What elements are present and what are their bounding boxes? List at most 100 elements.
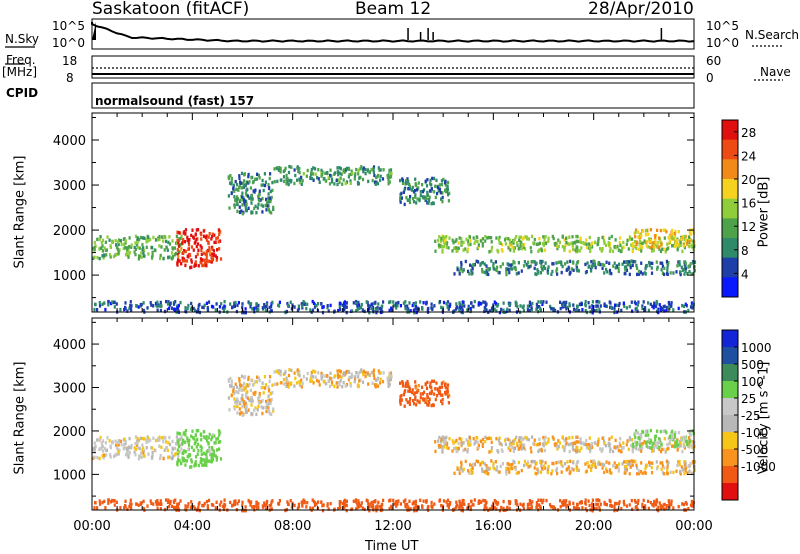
power-echo-cell	[585, 242, 588, 246]
velocity-echo-cell	[182, 451, 185, 455]
power-echo-cell	[571, 243, 574, 247]
velocity-echo-cell	[403, 390, 406, 394]
power-echo-cell	[442, 300, 446, 305]
velocity-echo-cell	[230, 393, 233, 398]
velocity-echo-cell	[681, 449, 684, 454]
time-tick-label-5: 20:00	[575, 519, 612, 534]
power-echo-cell	[462, 248, 465, 252]
velocity-echo-cell	[447, 383, 450, 387]
power-echo-cell	[190, 265, 193, 269]
velocity-echo-cell	[358, 379, 361, 383]
power-echo-cell	[167, 255, 170, 260]
velocity-echo-cell	[644, 433, 647, 438]
power-echo-cell	[229, 302, 232, 306]
power-echo-cell	[563, 238, 566, 242]
power-echo-cell	[482, 300, 485, 304]
power-echo-cell	[408, 182, 411, 187]
velocity-echo-cell	[179, 437, 182, 441]
power-echo-cell	[632, 244, 635, 248]
velocity-echo-cell	[244, 409, 247, 413]
power-echo-cell	[374, 300, 377, 305]
velocity-echo-cell	[650, 439, 653, 443]
velocity-echo-cell	[572, 461, 575, 465]
power-echo-cell	[526, 304, 529, 308]
velocity-echo-cell	[497, 438, 500, 442]
power-echo-cell	[154, 238, 158, 242]
power-echo-cell	[564, 303, 567, 307]
velocity-echo-cell	[692, 471, 695, 475]
velocity-echo-cell	[253, 408, 256, 412]
velocity-echo-cell	[518, 436, 521, 440]
power-echo-cell	[683, 234, 687, 239]
velocity-echo-cell	[177, 454, 180, 459]
power-echo-cell	[693, 269, 696, 273]
power-echo-cell	[646, 245, 650, 249]
velocity-echo-cell	[269, 401, 272, 406]
velocity-echo-cell	[623, 471, 626, 475]
velocity-echo-cell	[577, 440, 580, 444]
power-echo-cell	[140, 251, 143, 255]
velocity-echo-cell	[338, 374, 341, 378]
velocity-echo-cell	[267, 402, 270, 406]
power-echo-cell	[98, 256, 101, 261]
power-echo-cell	[440, 239, 443, 243]
velocity-echo-cell	[186, 505, 189, 509]
velocity-echo-cell	[502, 506, 505, 511]
power-echo-cell	[680, 237, 683, 241]
velocity-echo-cell	[314, 375, 317, 379]
power-echo-cell	[96, 255, 99, 260]
power-echo-cell	[668, 305, 671, 309]
power-echo-cell	[220, 302, 223, 306]
velocity-echo-cell	[529, 464, 532, 468]
velocity-echo-cell	[668, 435, 671, 439]
power-echo-cell	[562, 303, 565, 307]
power-echo-cell	[217, 240, 220, 244]
power-echo-cell	[160, 245, 163, 249]
power-echo-cell	[452, 241, 455, 245]
velocity-echo-cell	[591, 445, 594, 449]
power-echo-cell	[167, 300, 170, 304]
velocity-echo-cell	[656, 441, 659, 446]
power-echo-cell	[619, 249, 622, 254]
velocity-echo-cell	[464, 447, 467, 452]
power-echo-cell	[551, 262, 554, 266]
power-echo-cell	[138, 246, 141, 250]
power-echo-cell	[684, 302, 687, 306]
velocity-echo-cell	[447, 395, 450, 399]
power-echo-cell	[426, 201, 429, 205]
power-echo-cell	[617, 269, 620, 274]
velocity-echo-cell	[469, 443, 472, 447]
velocity-echo-cell	[492, 464, 495, 468]
velocity-echo-cell	[258, 378, 261, 383]
velocity-echo-cell	[325, 382, 328, 386]
power-echo-cell	[623, 304, 626, 308]
velocity-echo-cell	[301, 500, 304, 504]
velocity-echo-cell	[404, 504, 407, 509]
velocity-echo-cell	[124, 439, 127, 444]
power-echo-cell	[248, 196, 251, 200]
power-echo-cell	[557, 238, 560, 242]
velocity-echo-cell	[672, 470, 675, 475]
power-echo-cell	[355, 309, 358, 313]
power-echo-cell	[623, 271, 626, 276]
power-echo-cell	[685, 238, 688, 243]
velocity-echo-cell	[99, 446, 102, 451]
power-echo-cell	[514, 266, 517, 270]
power-echo-cell	[214, 308, 217, 312]
power-echo-cell	[689, 232, 692, 237]
power-echo-cell	[572, 241, 575, 245]
power-echo-cell	[211, 245, 214, 250]
power-echo-cell	[176, 248, 179, 252]
power-echo-cell	[372, 301, 375, 306]
velocity-echo-cell	[482, 498, 485, 503]
velocity-echo-cell	[681, 502, 684, 506]
power-echo-cell	[655, 299, 658, 304]
velocity-echo-cell	[505, 469, 508, 473]
velocity-echo-cell	[211, 433, 214, 437]
power-echo-cell	[162, 256, 165, 261]
velocity-echo-cell	[596, 502, 599, 507]
velocity-echo-cell	[214, 441, 217, 445]
velocity-echo-cell	[631, 438, 634, 442]
velocity-echo-cell	[557, 439, 560, 443]
power-echo-cell	[223, 304, 226, 308]
